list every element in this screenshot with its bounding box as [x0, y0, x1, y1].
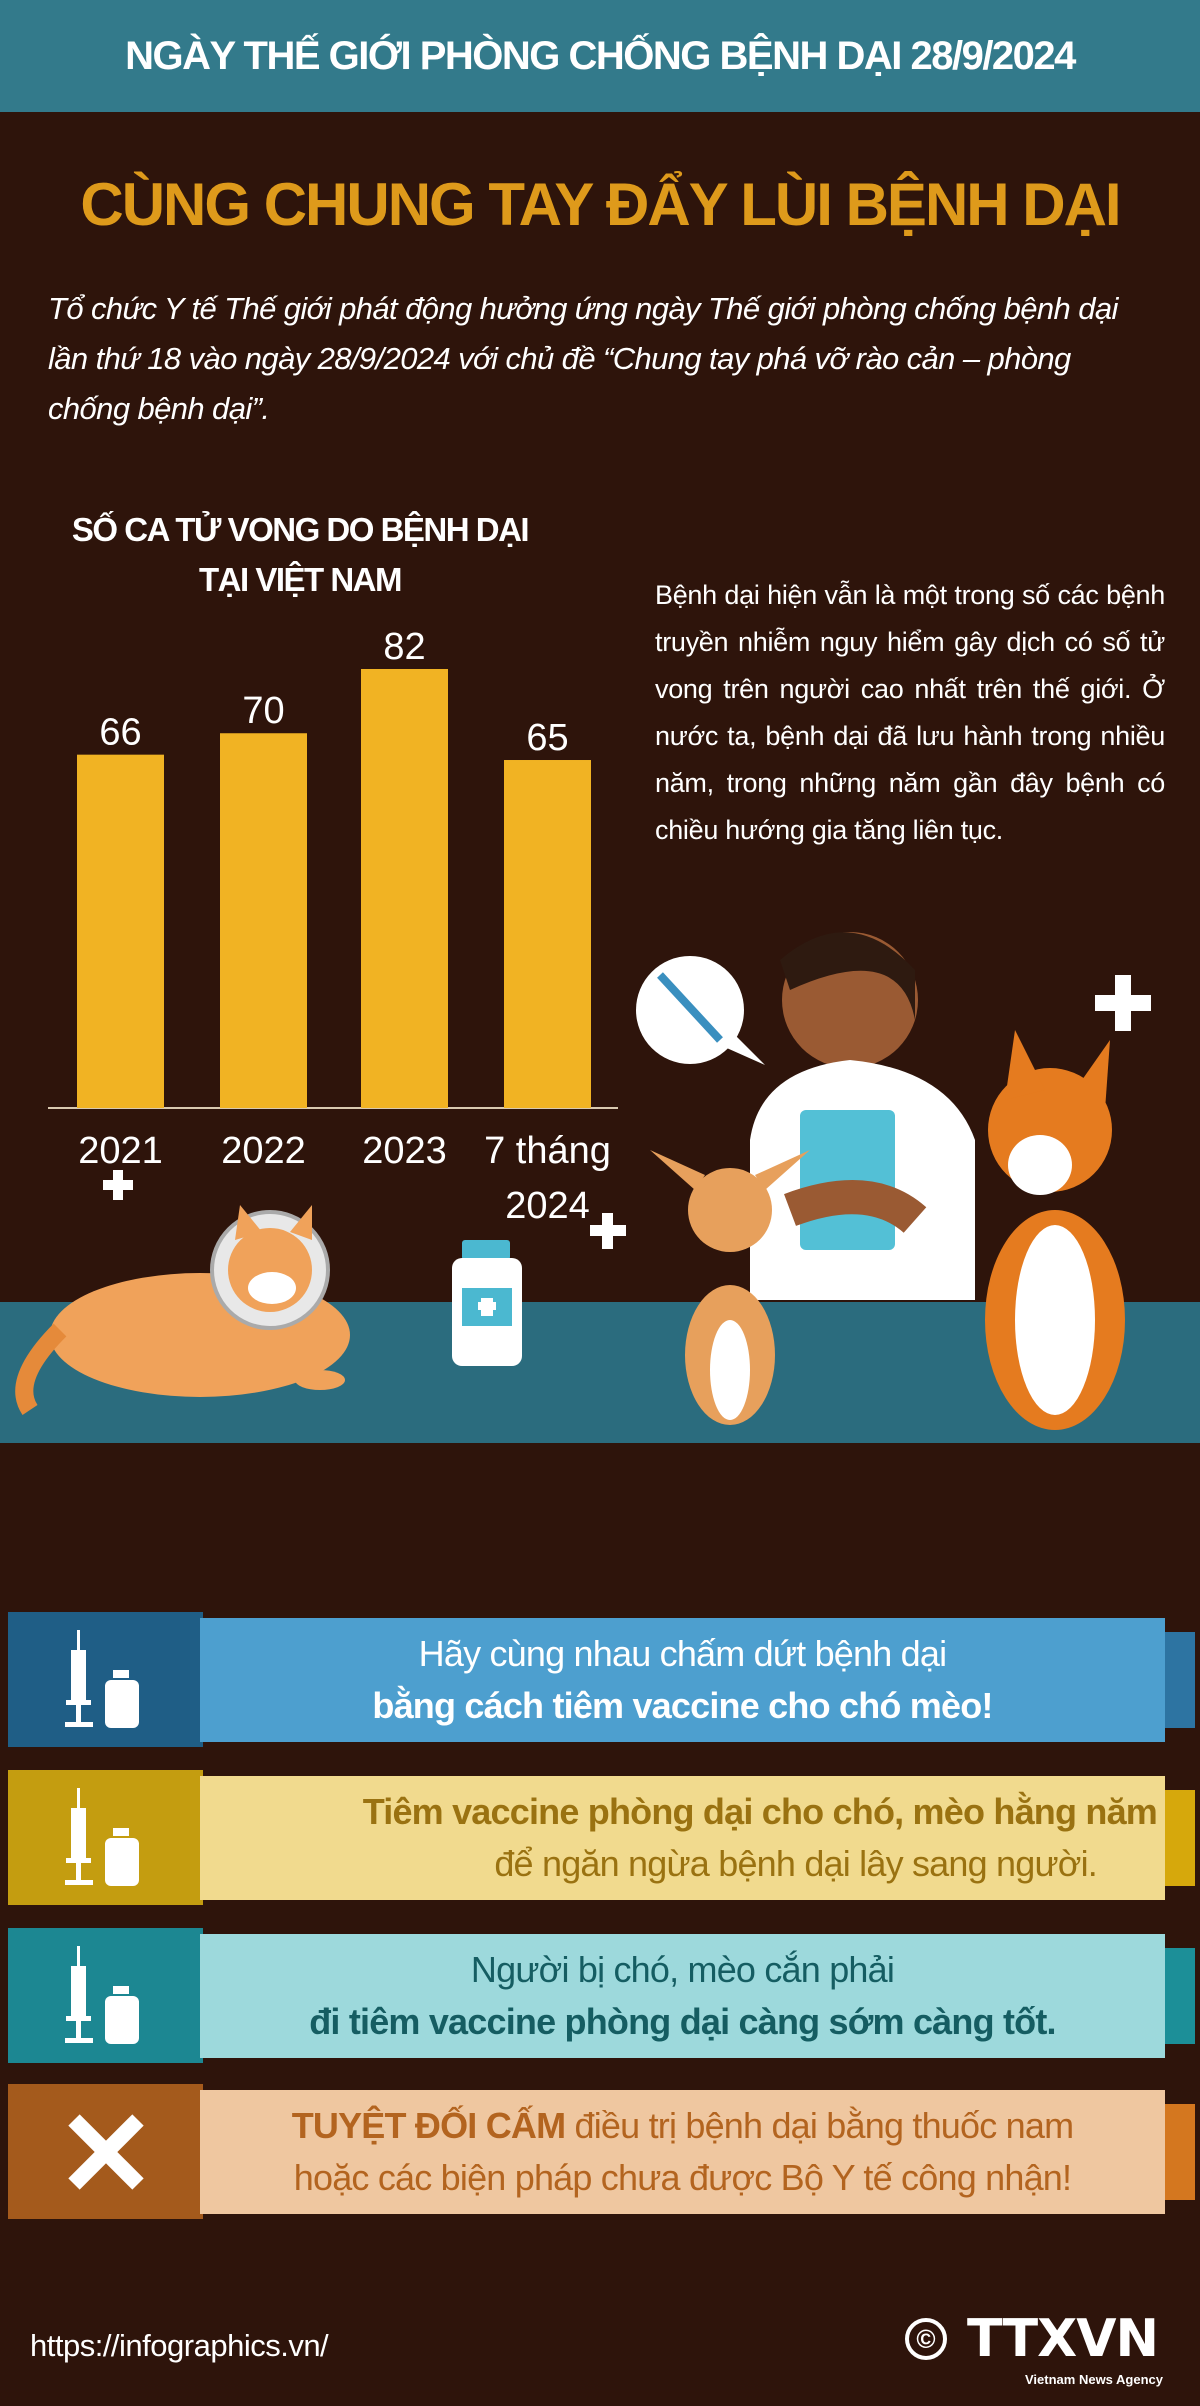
chart-title-line2: TẠI VIỆT NAM [199, 561, 403, 598]
banner-line2: để ngăn ngừa bệnh dại lây sang người. [494, 1843, 1097, 1884]
bar-value-label: 65 [526, 717, 568, 759]
speech-bubble-syringe-icon [636, 956, 765, 1065]
bar-2021 [77, 754, 164, 1108]
banner-line1: Người bị chó, mèo cắn phải [470, 1949, 895, 1990]
plus-icon [103, 1170, 133, 1200]
chart-title: SỐ CA TỬ VONG DO BỆNH DẠI TẠI VIỆT NAM [0, 505, 600, 605]
intro-text: Tổ chức Y tế Thế giới phát động hưởng ứn… [48, 291, 1118, 426]
bar-chart: 66 2021 70 2022 82 2023 65 7 tháng 2024 [48, 626, 618, 1227]
x-tick-label: 2021 [78, 1130, 163, 1172]
x-tick-label: 7 tháng [484, 1130, 611, 1172]
banner-line2: bằng cách tiêm vaccine cho chó mèo! [372, 1685, 993, 1726]
chart-title-line1: SỐ CA TỬ VONG DO BỆNH DẠI [71, 511, 530, 548]
bar-2023 [361, 669, 448, 1108]
banner-line1: điều trị bệnh dại bằng thuốc nam [565, 2105, 1074, 2146]
bar-value-label: 82 [383, 626, 425, 668]
footer-url-link[interactable]: https://infographics.vn/ [30, 2328, 329, 2363]
corgi-dog-icon [985, 1030, 1125, 1430]
agency-name: Vietnam News Agency [1025, 2372, 1163, 2387]
banner-line2: đi tiêm vaccine phòng dại càng sớm càng … [309, 2001, 1056, 2042]
banner-line1: Hãy cùng nhau chấm dứt bệnh dại [418, 1633, 947, 1674]
x-tick-label: 2022 [221, 1130, 306, 1172]
cat-icon [15, 1205, 350, 1415]
banner-line2: hoặc các biện pháp chưa được Bộ Y tế côn… [293, 2157, 1072, 2198]
banner-line1-bold: TUYỆT ĐỐI CẤM [291, 2105, 566, 2146]
plus-icon [1095, 975, 1151, 1031]
description-paragraph: Bệnh dại hiện vẫn là một trong số các bệ… [655, 580, 1165, 845]
banner-vaccinate-pets: Hãy cùng nhau chấm dứt bệnh dại bằng các… [0, 1612, 1200, 1747]
ttxvn-logo: © TTXVN Vietnam News Agency [905, 2312, 1195, 2398]
x-tick-label: 2024 [505, 1185, 590, 1227]
vet-person-icon [750, 932, 975, 1300]
bar-value-label: 66 [99, 712, 141, 754]
chihuahua-icon [650, 1150, 810, 1425]
x-mark-icon [8, 2084, 203, 2219]
header-banner: NGÀY THẾ GIỚI PHÒNG CHỐNG BỆNH DẠI 28/9/… [0, 0, 1200, 112]
vaccine-syringe-icon [8, 1770, 203, 1905]
medicine-bottle-icon [452, 1240, 522, 1366]
banner-line1: Tiêm vaccine phòng dại cho chó, mèo hằng… [362, 1791, 1158, 1832]
header-title: NGÀY THẾ GIỚI PHÒNG CHỐNG BỆNH DẠI 28/9/… [125, 33, 1076, 78]
vaccine-syringe-icon [8, 1612, 203, 1747]
banner-annual-vaccine: Tiêm vaccine phòng dại cho chó, mèo hằng… [0, 1770, 1200, 1905]
logo-text: TTXVN [967, 2309, 1159, 2369]
banner-bitten-vaccinate: Người bị chó, mèo cắn phải đi tiêm vacci… [0, 1928, 1200, 2063]
bar-7-tháng-2024 [504, 760, 591, 1108]
vaccine-syringe-icon [8, 1928, 203, 2063]
illustration [15, 932, 1151, 1430]
main-title: CÙNG CHUNG TAY ĐẨY LÙI BỆNH DẠI [80, 171, 1121, 238]
bar-2022 [220, 733, 307, 1108]
bar-value-label: 70 [242, 690, 284, 732]
x-tick-label: 2023 [362, 1130, 447, 1172]
copyright-icon: © [905, 2318, 947, 2360]
plus-icon [590, 1213, 626, 1249]
banner-forbidden-treatment: TUYỆT ĐỐI CẤM điều trị bệnh dại bằng thu… [0, 2084, 1200, 2219]
